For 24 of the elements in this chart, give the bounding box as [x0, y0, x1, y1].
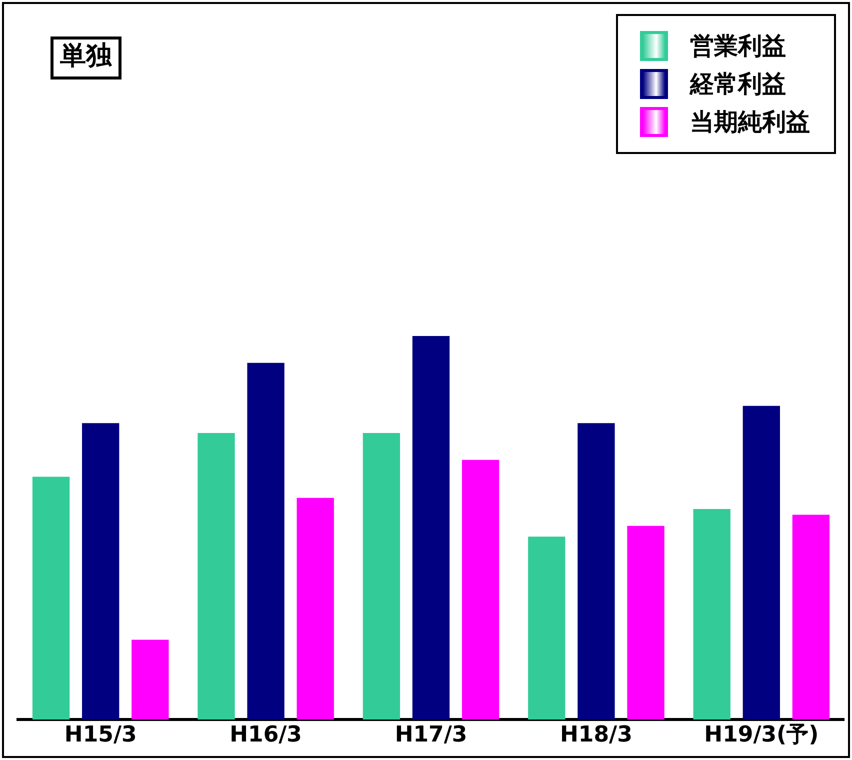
x-tick-label: H17/3 — [394, 722, 468, 748]
bar — [198, 433, 235, 720]
bar — [132, 640, 169, 720]
bar — [528, 536, 566, 720]
legend-label: 当期純利益 — [690, 107, 810, 138]
bar — [742, 406, 780, 720]
bar — [82, 423, 120, 720]
legend-label: 営業利益 — [690, 31, 786, 62]
bar — [32, 476, 70, 720]
x-tick-label: H18/3 — [560, 722, 632, 748]
bar — [362, 433, 400, 720]
text: 単独 — [59, 40, 113, 71]
x-tick-label: H15/3 — [64, 722, 137, 748]
bar — [462, 460, 500, 720]
bar — [627, 526, 664, 720]
x-tick-label: H16/3 — [230, 722, 302, 748]
bar — [578, 423, 615, 720]
legend-label: 経常利益 — [690, 69, 786, 100]
bar — [296, 498, 334, 720]
bar — [247, 362, 284, 720]
x-tick-label: H19/3(予) — [704, 722, 819, 748]
bar — [693, 509, 730, 720]
bar — [412, 336, 450, 720]
bar — [792, 514, 830, 720]
